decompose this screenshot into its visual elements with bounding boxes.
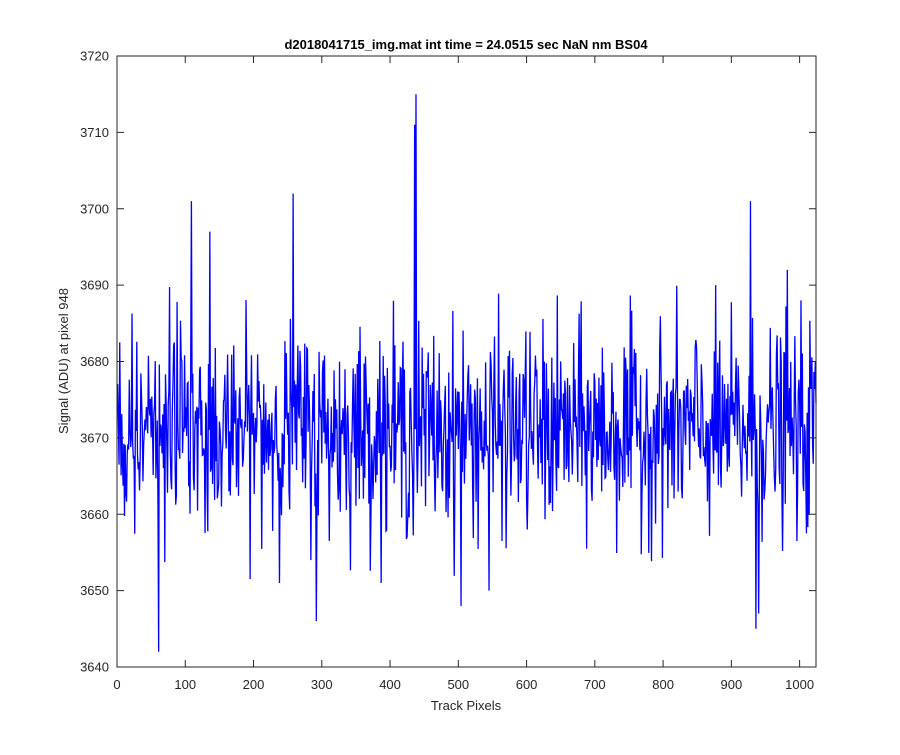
series-layer [117,94,817,652]
y-tick-label: 3660 [80,507,109,522]
x-tick-label: 200 [243,677,265,692]
y-axis-label: Signal (ADU) at pixel 948 [56,288,71,434]
x-tick-label: 100 [174,677,196,692]
x-tick-label: 800 [652,677,674,692]
x-tick-label: 400 [379,677,401,692]
y-tick-label: 3690 [80,278,109,293]
signal-line [117,94,817,652]
x-tick-label: 700 [584,677,606,692]
chart-title: d2018041715_img.mat int time = 24.0515 s… [284,37,648,52]
x-tick-label: 500 [447,677,469,692]
x-tick-label: 300 [311,677,333,692]
x-tick-label: 600 [516,677,538,692]
y-ticks: 3640 3650 3660 3670 3680 3690 3700 3710 3720 [80,49,816,675]
y-tick-label: 3710 [80,125,109,140]
y-tick-label: 3680 [80,354,109,369]
x-tick-label: 1000 [785,677,814,692]
x-tick-label: 0 [113,677,120,692]
x-tick-label: 900 [721,677,743,692]
x-ticks: 0 100 200 300 400 500 600 700 800 900 1000 [113,56,814,692]
axes-background [117,56,816,667]
y-tick-label: 3670 [80,430,109,445]
x-axis-label: Track Pixels [431,698,502,713]
y-tick-label: 3650 [80,583,109,598]
y-tick-label: 3700 [80,201,109,216]
y-tick-label: 3640 [80,660,109,675]
y-tick-label: 3720 [80,49,109,64]
